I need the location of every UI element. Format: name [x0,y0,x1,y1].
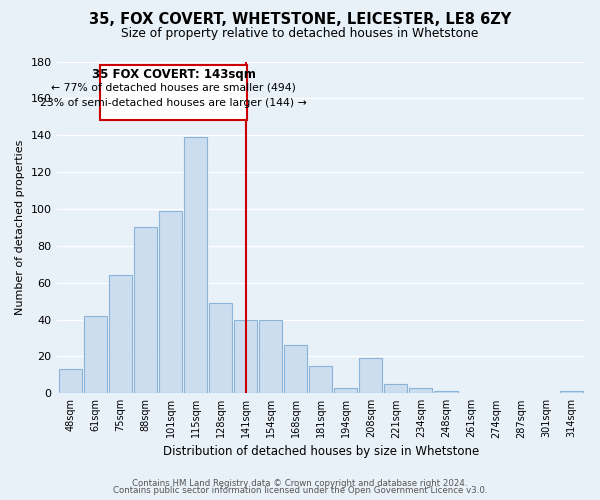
Y-axis label: Number of detached properties: Number of detached properties [15,140,25,315]
Bar [209,303,232,394]
Bar [560,392,583,394]
Bar [184,137,207,394]
Bar [334,388,358,394]
FancyBboxPatch shape [100,65,247,120]
Bar [385,384,407,394]
Text: ← 77% of detached houses are smaller (494): ← 77% of detached houses are smaller (49… [51,82,296,92]
Bar [359,358,382,394]
Text: 35, FOX COVERT, WHETSTONE, LEICESTER, LE8 6ZY: 35, FOX COVERT, WHETSTONE, LEICESTER, LE… [89,12,511,28]
Bar [409,388,433,394]
Bar [159,211,182,394]
Bar [84,316,107,394]
Bar [234,320,257,394]
Text: 35 FOX COVERT: 143sqm: 35 FOX COVERT: 143sqm [92,68,256,81]
Text: Contains public sector information licensed under the Open Government Licence v3: Contains public sector information licen… [113,486,487,495]
Bar [59,370,82,394]
Bar [309,366,332,394]
Bar [434,392,458,394]
Text: 23% of semi-detached houses are larger (144) →: 23% of semi-detached houses are larger (… [40,98,307,108]
Bar [134,228,157,394]
X-axis label: Distribution of detached houses by size in Whetstone: Distribution of detached houses by size … [163,444,479,458]
Bar [259,320,282,394]
Bar [284,346,307,394]
Text: Size of property relative to detached houses in Whetstone: Size of property relative to detached ho… [121,28,479,40]
Bar [109,276,132,394]
Text: Contains HM Land Registry data © Crown copyright and database right 2024.: Contains HM Land Registry data © Crown c… [132,478,468,488]
